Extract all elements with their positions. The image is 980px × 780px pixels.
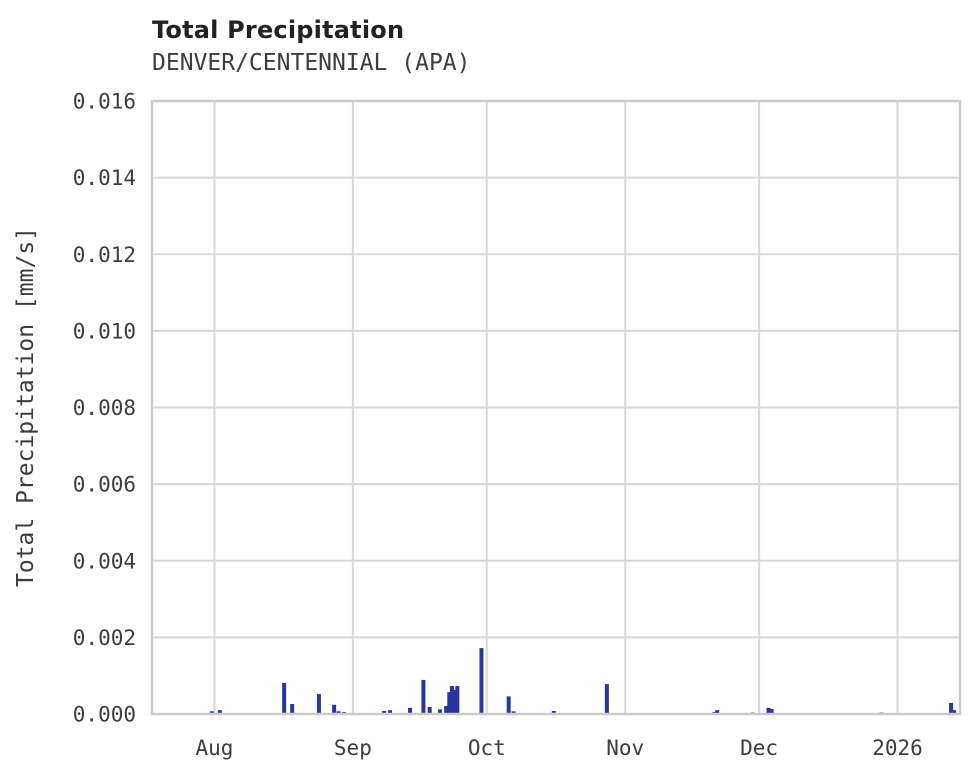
precip-bar — [766, 707, 771, 714]
precip-bar — [452, 689, 457, 714]
y-tick-label: 0.006 — [73, 473, 136, 497]
y-tick-label: 0.014 — [73, 166, 136, 190]
precip-bar — [217, 710, 222, 714]
y-tick-label: 0.000 — [73, 703, 136, 727]
y-tick-label: 0.010 — [73, 319, 136, 343]
x-tick-label: Aug — [196, 736, 234, 760]
precip-bar — [449, 686, 454, 714]
precip-bar — [387, 710, 392, 714]
precip-bar — [408, 707, 413, 714]
y-tick-label: 0.004 — [73, 549, 136, 573]
plot-border — [150, 99, 962, 716]
precip-bar — [421, 679, 426, 714]
precip-bar — [447, 692, 452, 714]
precip-bar — [316, 694, 321, 714]
precip-bar — [551, 710, 556, 714]
precip-bar — [427, 707, 432, 714]
x-tick-label: Oct — [468, 736, 506, 760]
y-tick-label: 0.012 — [73, 243, 136, 267]
x-tick-label: 2026 — [872, 736, 923, 760]
precip-bar — [952, 710, 957, 714]
precip-bar — [209, 711, 214, 714]
precip-bar — [282, 682, 287, 714]
chart-title: Total Precipitation — [152, 16, 405, 44]
precip-bar — [511, 711, 516, 714]
precip-bar — [290, 704, 295, 714]
x-tick-label: Nov — [606, 736, 644, 760]
chart-subtitle: DENVER/CENTENNIAL (APA) — [152, 50, 471, 76]
x-tick-label: Dec — [740, 736, 778, 760]
y-tick-label: 0.008 — [73, 396, 136, 420]
precip-bar — [769, 709, 774, 714]
precip-bar — [715, 710, 720, 714]
precip-bar — [455, 686, 460, 714]
precip-bar — [444, 705, 449, 714]
y-tick-label: 0.016 — [73, 90, 136, 114]
x-tick-label: Sep — [334, 736, 372, 760]
y-axis-label: Total Precipitation [mm/s] — [13, 226, 39, 588]
precip-bar — [382, 710, 387, 714]
precip-bar — [437, 709, 442, 714]
precip-bar — [949, 702, 954, 714]
precip-bar — [506, 696, 511, 714]
precip-bar — [479, 648, 484, 714]
precip-bar — [336, 711, 341, 714]
precip-bar — [332, 704, 337, 714]
y-tick-label: 0.002 — [73, 626, 136, 650]
precip-bar — [604, 684, 609, 714]
